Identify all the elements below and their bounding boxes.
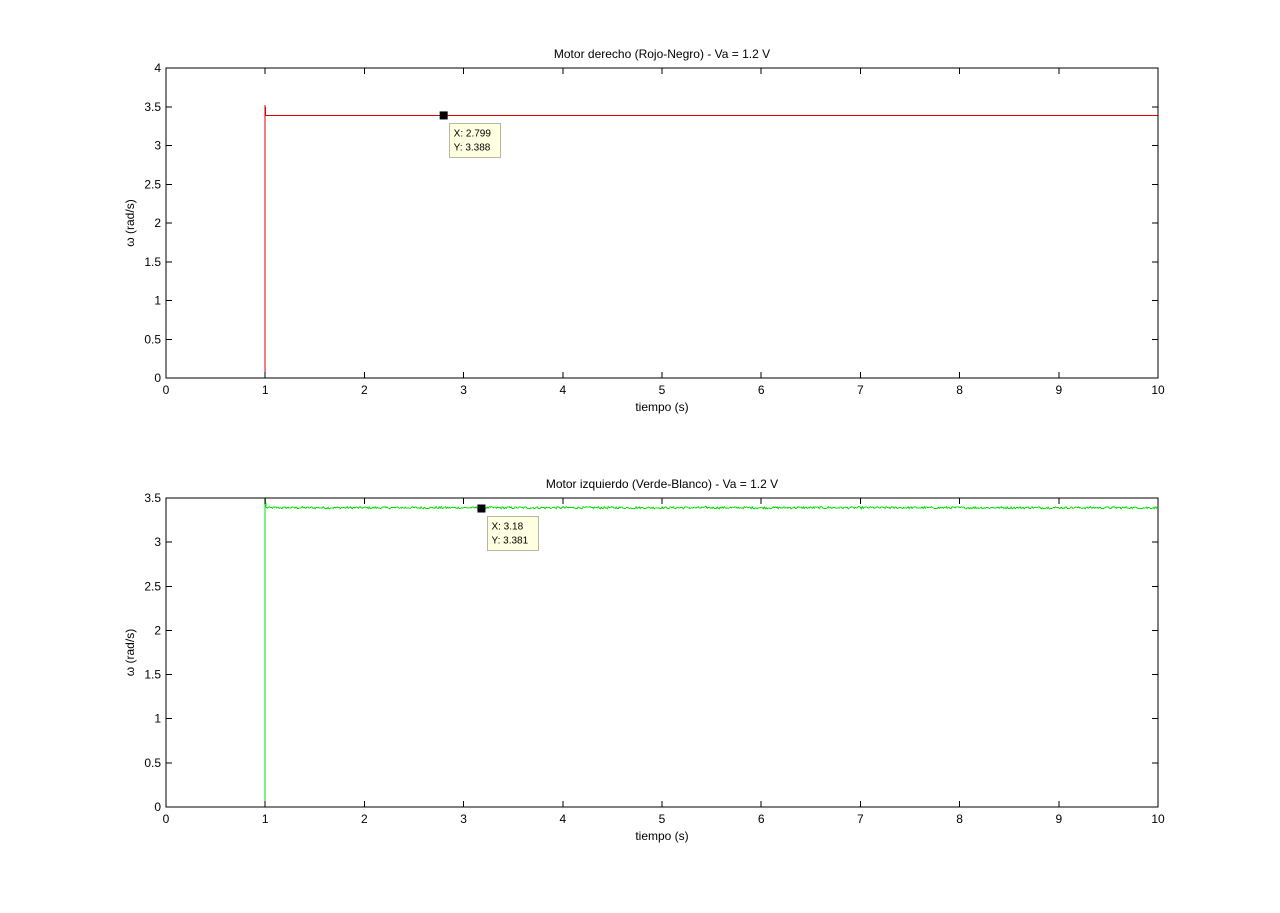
y-tick-label: 3.5 — [144, 100, 161, 114]
x-tick-label: 10 — [1151, 812, 1165, 826]
x-tick-label: 3 — [460, 812, 467, 826]
x-tick-label: 2 — [361, 383, 368, 397]
x-tick-label: 6 — [758, 812, 765, 826]
y-tick-label: 2 — [154, 216, 161, 230]
x-tick-label: 1 — [262, 812, 269, 826]
chart-title: Motor derecho (Rojo-Negro) - Va = 1.2 V — [554, 47, 770, 61]
axes-motor-izquierdo: 0 1 2 3 4 5 6 7 8 9 10 0 0.5 1 1.5 2 2.5 3 3.5 Motor izquie… — [123, 477, 1165, 843]
y-tick-label: 1 — [154, 294, 161, 308]
chart-title: Motor izquierdo (Verde-Blanco) - Va = 1.… — [546, 477, 778, 491]
y-tick-label: 3 — [154, 535, 161, 549]
x-tick-label: 10 — [1151, 383, 1165, 397]
y-tick-label: 1.5 — [144, 255, 161, 269]
y-tick-label: 1 — [154, 712, 161, 726]
x-tick-label: 4 — [559, 812, 566, 826]
y-tick-label: 3.5 — [144, 491, 161, 505]
axes-motor-derecho: 0 1 2 3 4 5 6 7 8 9 10 0 0.5 1 1.5 2 2.5 3 3.5 4 Motor derec… — [123, 47, 1165, 414]
plot-area — [166, 68, 1158, 378]
y-tick-label: 0 — [154, 371, 161, 385]
y-tick-label: 0.5 — [144, 756, 161, 770]
plot-area — [166, 498, 1158, 807]
x-tick-label: 8 — [956, 812, 963, 826]
data-line — [166, 497, 1158, 808]
y-tick-label: 2 — [154, 623, 161, 637]
datatip-x-text: X: 3.18 — [491, 522, 523, 533]
x-tick-label: 1 — [262, 383, 269, 397]
x-tick-label: 2 — [361, 812, 368, 826]
x-tick-label: 7 — [857, 812, 864, 826]
x-tick-label: 6 — [758, 383, 765, 397]
x-tick-label: 0 — [163, 383, 170, 397]
y-axis-label: ω (rad/s) — [123, 199, 137, 246]
y-tick-label: 3 — [154, 139, 161, 153]
y-tick-label: 2.5 — [144, 177, 161, 191]
y-tick-label: 4 — [154, 61, 161, 75]
x-tick-label: 3 — [460, 383, 467, 397]
y-axis-label: ω (rad/s) — [123, 629, 137, 676]
x-tick-label: 5 — [659, 812, 666, 826]
x-tick-label: 9 — [1055, 812, 1062, 826]
datatip-marker — [439, 111, 448, 120]
datatip-marker — [477, 504, 486, 513]
x-tick-label: 5 — [659, 383, 666, 397]
datatip-box — [449, 122, 502, 158]
x-tick-label: 8 — [956, 383, 963, 397]
y-tick-label: 1.5 — [144, 668, 161, 682]
y-tick-label: 0.5 — [144, 332, 161, 346]
datatip-y-text: Y: 3.381 — [491, 536, 528, 547]
datatip-y-text: Y: 3.388 — [454, 142, 491, 153]
x-tick-label: 7 — [857, 383, 864, 397]
y-tick-label: 0 — [154, 800, 161, 814]
x-tick-label: 0 — [163, 812, 170, 826]
y-tick-label: 2.5 — [144, 579, 161, 593]
x-axis-label: tiempo (s) — [635, 829, 688, 843]
datatip-box — [486, 516, 539, 552]
x-tick-label: 4 — [559, 383, 566, 397]
x-axis-label: tiempo (s) — [635, 400, 688, 414]
datatip-x-text: X: 2.799 — [454, 128, 492, 139]
x-tick-label: 9 — [1055, 383, 1062, 397]
